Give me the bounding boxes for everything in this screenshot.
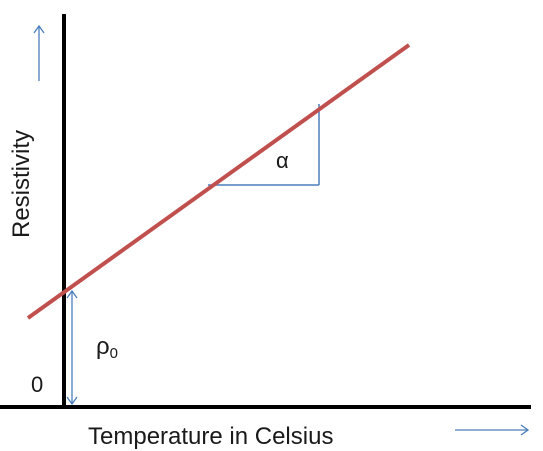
intercept-subscript: 0: [110, 345, 118, 362]
x-axis-label: Temperature in Celsius: [88, 423, 333, 450]
x-direction-arrow-icon: [455, 424, 530, 436]
resistivity-line: [26, 43, 411, 320]
y-axis-label: Resistivity: [8, 130, 35, 238]
intercept-arrow-icon: [66, 289, 78, 406]
y-direction-arrow-icon: [33, 24, 45, 81]
intercept-symbol: ρ: [96, 333, 110, 360]
slope-label: α: [276, 148, 289, 173]
intercept-label: ρ0: [96, 333, 118, 362]
origin-label: 0: [31, 372, 43, 397]
slope-triangle: [208, 104, 320, 186]
